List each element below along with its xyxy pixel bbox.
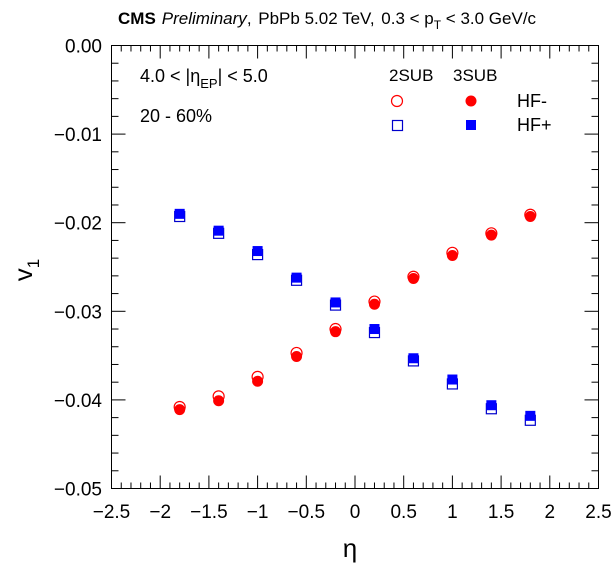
data-point-hf-3sub — [368, 298, 380, 310]
data-point-hf-3sub — [524, 210, 536, 222]
legend-header-3sub: 3SUB — [453, 66, 497, 85]
data-point-hf-3sub — [330, 326, 342, 338]
data-point-hf-3sub — [408, 353, 419, 364]
eta-ep-prefix: 4.0 < |η — [140, 66, 200, 86]
data-point-hf-3sub — [174, 208, 185, 219]
legend-marker-hfminus-2sub — [390, 94, 404, 108]
data-point-hf-3sub — [174, 404, 186, 416]
title-pt-sub: T — [434, 18, 442, 32]
eta-ep-suffix: | < 5.0 — [218, 66, 268, 86]
data-point-hf-3sub — [369, 324, 380, 335]
data-point-hf-3sub — [252, 375, 264, 387]
y-tick-label: −0.03 — [54, 302, 102, 323]
x-tick-label: 0.5 — [390, 502, 416, 523]
y-tick-labels: 0.00 −0.01 −0.02 −0.03 −0.04 −0.05 — [54, 37, 103, 501]
data-point-hf-3sub — [486, 400, 497, 411]
title-experiment: CMS — [118, 9, 156, 28]
y-tick-label: −0.05 — [54, 480, 102, 501]
x-tick-labels: −2.5 −2 −1.5 −1 −0.5 0 0.5 1 1.5 2 2.5 — [93, 502, 612, 523]
data-point-hf-3sub — [291, 350, 303, 362]
data-point-hf-3sub — [213, 225, 224, 236]
eta-ep-range-label: 4.0 < |ηEP| < 5.0 — [140, 66, 268, 91]
legend-label-hfplus: HF+ — [517, 115, 552, 135]
data-point-hf-3sub — [485, 229, 497, 241]
x-tick-label: 1 — [447, 502, 458, 523]
data-point-hf-3sub — [330, 297, 341, 308]
data-point-hf-3sub — [213, 395, 225, 407]
x-tick-label: 1.5 — [488, 502, 514, 523]
chart-title: CMS Preliminary, PbPb 5.02 TeV, 0.3 < pT … — [118, 9, 537, 32]
legend-marker-hfminus-3sub — [465, 95, 477, 107]
data-point-hf-3sub — [252, 246, 263, 257]
title-system: PbPb 5.02 TeV — [258, 9, 372, 28]
y-axis-title-main: v — [8, 268, 38, 281]
axis-ticks — [111, 45, 599, 489]
x-tick-label: 2.5 — [585, 502, 611, 523]
x-tick-label: 0 — [350, 502, 361, 523]
y-tick-label: −0.04 — [54, 391, 103, 412]
title-status: Preliminary — [162, 9, 249, 28]
data-point-hf-3sub — [447, 374, 458, 385]
data-point-hf-3sub — [525, 410, 536, 421]
svg-text:v1: v1 — [8, 259, 43, 281]
x-tick-label: −1.5 — [190, 502, 228, 523]
x-tick-label: −2.5 — [93, 502, 131, 523]
data-point-hf-3sub — [407, 273, 419, 285]
y-axis-title-sub: 1 — [24, 259, 43, 268]
y-axis-title: v1 — [8, 259, 43, 281]
eta-ep-sub: EP — [200, 76, 217, 91]
legend-marker-hfplus-2sub — [391, 119, 404, 132]
x-tick-label: −0.5 — [288, 502, 326, 523]
x-axis-title: η — [343, 533, 357, 563]
legend-label-hfminus: HF- — [517, 91, 547, 111]
y-tick-label: −0.02 — [54, 214, 102, 235]
legend-marker-hfplus-3sub — [466, 120, 476, 130]
y-tick-label: 0.00 — [65, 37, 102, 58]
x-tick-label: 2 — [545, 502, 556, 523]
centrality-label: 20 - 60% — [140, 106, 212, 126]
data-point-hf-3sub — [291, 272, 302, 283]
data-markers — [173, 208, 537, 426]
title-pt-prefix: 0.3 < p — [381, 9, 433, 28]
legend-header-2sub: 2SUB — [389, 66, 433, 85]
data-point-hf-3sub — [446, 249, 458, 261]
x-tick-label: −2 — [149, 502, 171, 523]
legend: 2SUB 3SUB HF- HF+ — [389, 66, 552, 135]
title-pt-suffix: < 3.0 GeV/c — [441, 9, 536, 28]
x-tick-label: −1 — [247, 502, 269, 523]
y-tick-label: −0.01 — [54, 125, 102, 146]
